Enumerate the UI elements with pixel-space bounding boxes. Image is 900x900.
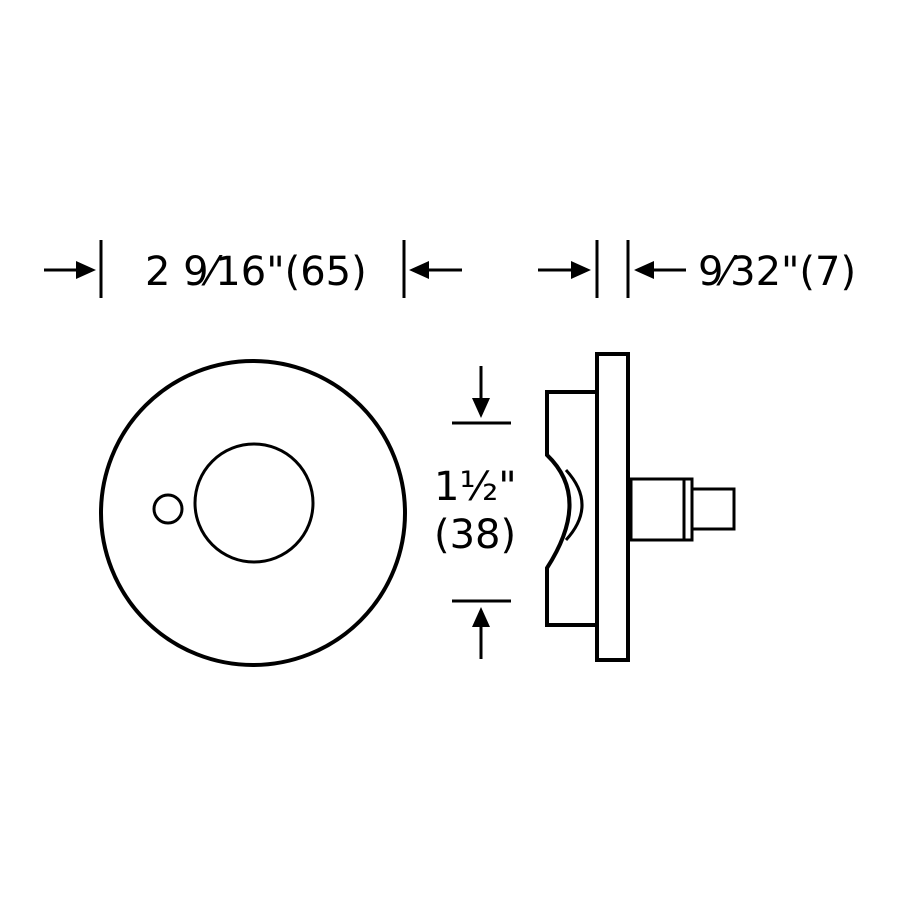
rose-thickness-label: 9⁄32"(7) (698, 249, 856, 295)
rose-diameter-label: 2 9⁄16"(65) (145, 249, 367, 295)
rose-diameter-dimension: 2 9⁄16"(65) (44, 240, 462, 298)
rose-outer-circle (99, 359, 407, 667)
arrow-down-icon (472, 366, 490, 418)
arrow-right-icon (44, 261, 96, 279)
rose-thickness-dimension: 9⁄32"(7) (538, 240, 856, 298)
hub-notch-curve (564, 468, 584, 542)
arrow-left-icon (409, 261, 462, 279)
spindle-tip (690, 487, 736, 531)
arrow-left-icon (634, 261, 686, 279)
hub-diameter-dimension: 1½" (38) (434, 366, 517, 659)
hub-circle (193, 442, 315, 564)
rose-plate-side (595, 352, 630, 662)
rose-side-view (545, 352, 736, 662)
arrow-right-icon (538, 261, 591, 279)
hub-diameter-label-line2: (38) (434, 512, 516, 558)
arrow-up-icon (472, 607, 490, 659)
screw-hole-circle (152, 493, 184, 525)
hub-side-profile (545, 390, 597, 627)
hub-diameter-label-line1: 1½" (434, 464, 517, 510)
